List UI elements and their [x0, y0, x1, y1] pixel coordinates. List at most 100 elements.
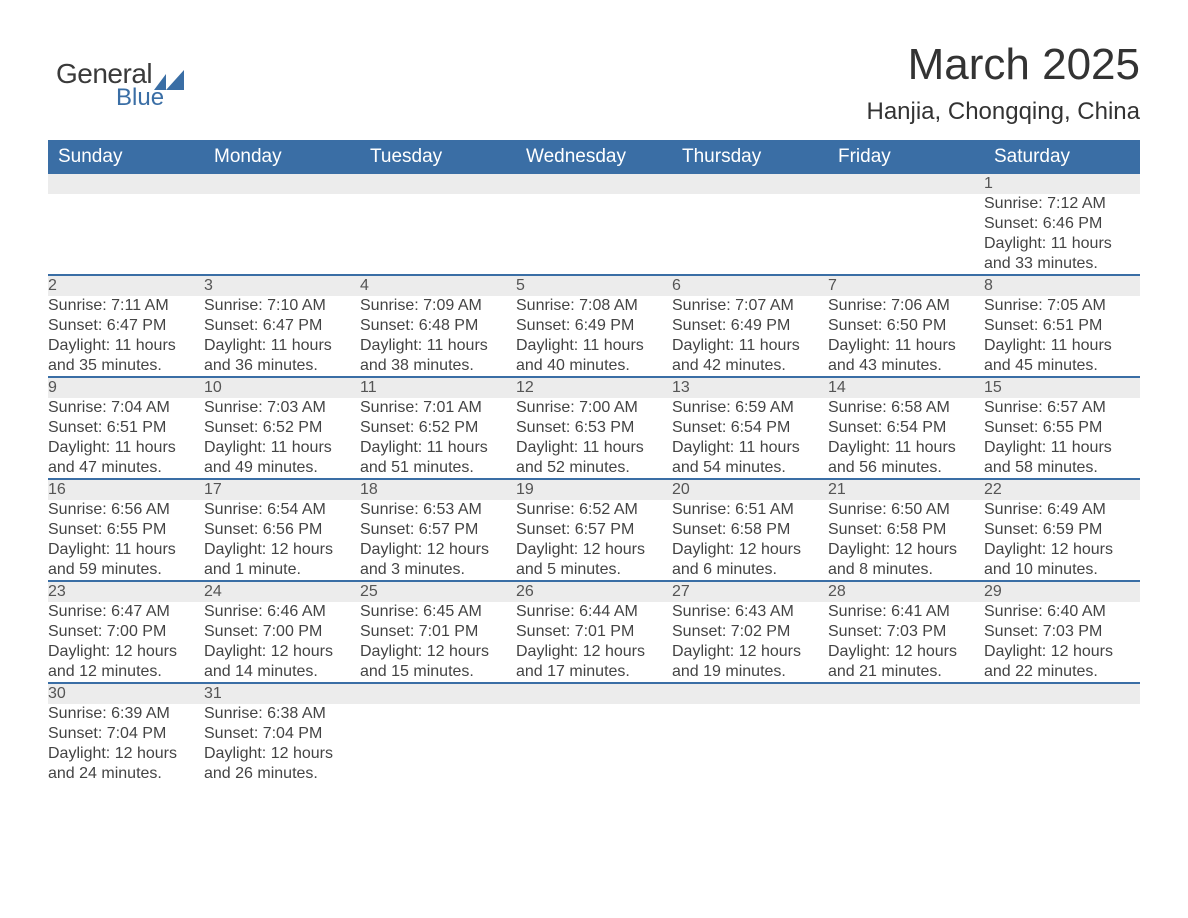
page-title: March 2025	[866, 40, 1140, 90]
d2-text: and 52 minutes.	[516, 458, 672, 478]
sunrise-text: Sunrise: 7:01 AM	[360, 398, 516, 418]
day-detail-cell: Sunrise: 7:01 AMSunset: 6:52 PMDaylight:…	[360, 398, 516, 479]
d1-text: Daylight: 11 hours	[984, 336, 1140, 356]
sunrise-text: Sunrise: 6:58 AM	[828, 398, 984, 418]
day-number-row: 2345678	[48, 275, 1140, 296]
sunset-text: Sunset: 6:59 PM	[984, 520, 1140, 540]
day-number-cell: 25	[360, 581, 516, 602]
day-detail-row: Sunrise: 7:04 AMSunset: 6:51 PMDaylight:…	[48, 398, 1140, 479]
d1-text: Daylight: 12 hours	[360, 642, 516, 662]
day-number-cell	[828, 683, 984, 704]
day-detail-row: Sunrise: 6:47 AMSunset: 7:00 PMDaylight:…	[48, 602, 1140, 683]
day-number-cell: 19	[516, 479, 672, 500]
sunset-text: Sunset: 7:02 PM	[672, 622, 828, 642]
day-number-cell: 14	[828, 377, 984, 398]
d2-text: and 35 minutes.	[48, 356, 204, 376]
day-detail-cell: Sunrise: 7:08 AMSunset: 6:49 PMDaylight:…	[516, 296, 672, 377]
day-detail-cell: Sunrise: 7:07 AMSunset: 6:49 PMDaylight:…	[672, 296, 828, 377]
sunrise-text: Sunrise: 6:51 AM	[672, 500, 828, 520]
d1-text: Daylight: 11 hours	[360, 438, 516, 458]
day-number-cell	[48, 174, 204, 194]
d1-text: Daylight: 12 hours	[672, 642, 828, 662]
weekday-header-row: Sunday Monday Tuesday Wednesday Thursday…	[48, 140, 1140, 174]
d2-text: and 54 minutes.	[672, 458, 828, 478]
day-number-cell: 26	[516, 581, 672, 602]
sunset-text: Sunset: 7:00 PM	[48, 622, 204, 642]
sunset-text: Sunset: 7:04 PM	[204, 724, 360, 744]
d2-text: and 24 minutes.	[48, 764, 204, 784]
day-detail-row: Sunrise: 7:11 AMSunset: 6:47 PMDaylight:…	[48, 296, 1140, 377]
d1-text: Daylight: 12 hours	[360, 540, 516, 560]
sunset-text: Sunset: 6:49 PM	[672, 316, 828, 336]
sunrise-text: Sunrise: 7:10 AM	[204, 296, 360, 316]
day-number-cell: 3	[204, 275, 360, 296]
day-number-cell: 23	[48, 581, 204, 602]
sunrise-text: Sunrise: 7:11 AM	[48, 296, 204, 316]
sunset-text: Sunset: 6:57 PM	[516, 520, 672, 540]
d2-text: and 17 minutes.	[516, 662, 672, 682]
day-detail-cell: Sunrise: 7:11 AMSunset: 6:47 PMDaylight:…	[48, 296, 204, 377]
sunrise-text: Sunrise: 6:49 AM	[984, 500, 1140, 520]
sunset-text: Sunset: 7:03 PM	[828, 622, 984, 642]
d2-text: and 42 minutes.	[672, 356, 828, 376]
sunrise-text: Sunrise: 7:03 AM	[204, 398, 360, 418]
day-number-cell	[516, 683, 672, 704]
day-detail-cell: Sunrise: 7:12 AMSunset: 6:46 PMDaylight:…	[984, 194, 1140, 275]
weekday-header: Monday	[204, 140, 360, 174]
sunset-text: Sunset: 6:54 PM	[672, 418, 828, 438]
d1-text: Daylight: 11 hours	[984, 234, 1140, 254]
day-detail-cell: Sunrise: 7:00 AMSunset: 6:53 PMDaylight:…	[516, 398, 672, 479]
sunset-text: Sunset: 6:49 PM	[516, 316, 672, 336]
day-number-cell: 12	[516, 377, 672, 398]
d2-text: and 38 minutes.	[360, 356, 516, 376]
day-detail-cell: Sunrise: 6:53 AMSunset: 6:57 PMDaylight:…	[360, 500, 516, 581]
day-number-cell: 28	[828, 581, 984, 602]
day-detail-cell: Sunrise: 6:56 AMSunset: 6:55 PMDaylight:…	[48, 500, 204, 581]
d1-text: Daylight: 12 hours	[984, 540, 1140, 560]
d1-text: Daylight: 12 hours	[204, 744, 360, 764]
d1-text: Daylight: 11 hours	[516, 438, 672, 458]
d2-text: and 26 minutes.	[204, 764, 360, 784]
day-detail-cell: Sunrise: 7:06 AMSunset: 6:50 PMDaylight:…	[828, 296, 984, 377]
day-detail-cell	[984, 704, 1140, 784]
day-number-cell	[672, 174, 828, 194]
day-number-row: 23242526272829	[48, 581, 1140, 602]
sunrise-text: Sunrise: 6:53 AM	[360, 500, 516, 520]
d2-text: and 3 minutes.	[360, 560, 516, 580]
d1-text: Daylight: 12 hours	[828, 642, 984, 662]
day-detail-cell: Sunrise: 6:58 AMSunset: 6:54 PMDaylight:…	[828, 398, 984, 479]
d2-text: and 21 minutes.	[828, 662, 984, 682]
d2-text: and 1 minute.	[204, 560, 360, 580]
d1-text: Daylight: 12 hours	[204, 540, 360, 560]
sunset-text: Sunset: 7:00 PM	[204, 622, 360, 642]
d1-text: Daylight: 11 hours	[48, 438, 204, 458]
day-number-cell	[516, 174, 672, 194]
weekday-header: Tuesday	[360, 140, 516, 174]
day-detail-cell: Sunrise: 6:52 AMSunset: 6:57 PMDaylight:…	[516, 500, 672, 581]
sunset-text: Sunset: 6:56 PM	[204, 520, 360, 540]
weekday-header: Thursday	[672, 140, 828, 174]
day-number-cell: 4	[360, 275, 516, 296]
day-detail-cell	[828, 704, 984, 784]
day-detail-cell	[672, 194, 828, 275]
d1-text: Daylight: 11 hours	[204, 438, 360, 458]
weekday-header: Saturday	[984, 140, 1140, 174]
day-number-cell: 30	[48, 683, 204, 704]
day-detail-cell: Sunrise: 7:04 AMSunset: 6:51 PMDaylight:…	[48, 398, 204, 479]
sunrise-text: Sunrise: 6:41 AM	[828, 602, 984, 622]
sunrise-text: Sunrise: 7:09 AM	[360, 296, 516, 316]
d1-text: Daylight: 12 hours	[48, 642, 204, 662]
d2-text: and 5 minutes.	[516, 560, 672, 580]
brand-text-2: Blue	[116, 84, 164, 112]
d1-text: Daylight: 11 hours	[48, 540, 204, 560]
d1-text: Daylight: 11 hours	[828, 438, 984, 458]
day-number-row: 1	[48, 174, 1140, 194]
day-number-cell: 1	[984, 174, 1140, 194]
sunrise-text: Sunrise: 6:57 AM	[984, 398, 1140, 418]
day-number-row: 3031	[48, 683, 1140, 704]
d1-text: Daylight: 11 hours	[516, 336, 672, 356]
sunrise-text: Sunrise: 6:39 AM	[48, 704, 204, 724]
sunrise-text: Sunrise: 7:07 AM	[672, 296, 828, 316]
d1-text: Daylight: 11 hours	[828, 336, 984, 356]
day-detail-cell	[360, 194, 516, 275]
